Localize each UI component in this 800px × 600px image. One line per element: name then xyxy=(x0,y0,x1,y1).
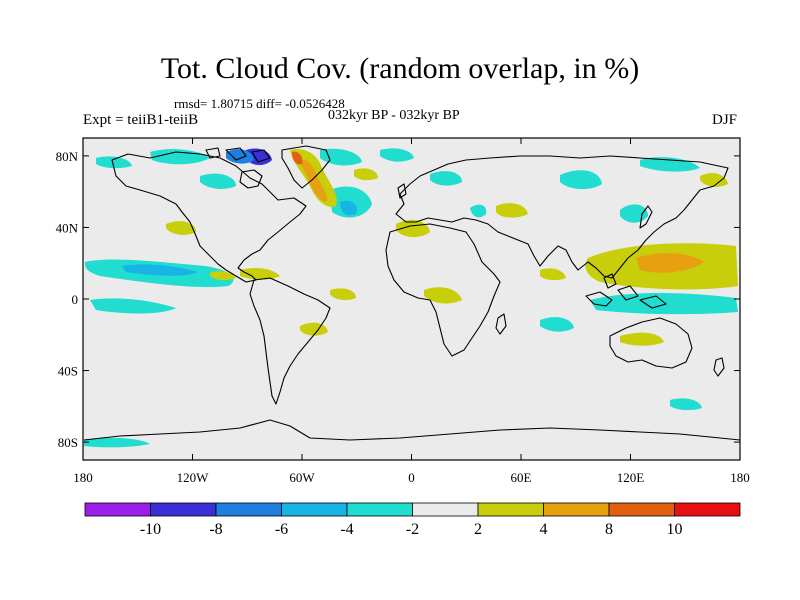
anomaly-field xyxy=(84,148,738,448)
anomaly-region xyxy=(200,173,236,189)
coastline-south-america xyxy=(249,277,331,405)
lat-tick-label: 40N xyxy=(56,220,79,235)
anomaly-region xyxy=(166,221,196,235)
coastline-africa xyxy=(385,223,501,357)
stats-line: rmsd= 1.80715 diff= -0.0526428 xyxy=(174,96,345,111)
anomaly-region xyxy=(670,398,702,411)
anomaly-region xyxy=(150,149,210,165)
colorbar-swatch xyxy=(543,502,610,517)
colorbar: -10 -8 -6 -4 -2 2 4 8 10 xyxy=(84,502,741,538)
lon-tick-label: 120W xyxy=(177,470,210,485)
season-label: DJF xyxy=(712,112,738,128)
lat-tick-label: 0 xyxy=(72,292,79,307)
colorbar-swatch xyxy=(412,502,479,517)
period-label: 032kyr BP - 032kyr BP xyxy=(328,108,460,123)
coastline-indonesia xyxy=(585,273,667,309)
anomaly-region xyxy=(210,271,236,281)
colorbar-swatch xyxy=(150,502,217,517)
coastline-australia xyxy=(609,317,693,369)
coastline-north-america xyxy=(111,151,307,283)
lon-tick-label: 180 xyxy=(73,470,93,485)
anomaly-region xyxy=(540,268,566,281)
lon-tick-label: 180 xyxy=(730,470,750,485)
coastline-uk xyxy=(397,183,407,199)
anomaly-region xyxy=(560,170,602,190)
anomaly-region xyxy=(470,204,487,218)
map-area xyxy=(83,138,740,460)
anomaly-region xyxy=(424,287,462,304)
anomaly-region xyxy=(700,173,728,187)
colorbar-label: -6 xyxy=(275,521,288,538)
colorbar-swatch xyxy=(84,502,151,517)
colorbar-swatch xyxy=(215,502,282,517)
anomaly-region xyxy=(496,203,528,218)
colorbar-label: 10 xyxy=(667,521,683,538)
anomaly-region xyxy=(430,171,462,186)
anomaly-region xyxy=(620,332,664,346)
anomaly-region xyxy=(340,200,357,216)
colorbar-label: 2 xyxy=(474,521,482,538)
coastline-madagascar xyxy=(495,313,507,335)
lon-tick-label: 60E xyxy=(511,470,532,485)
coastlines xyxy=(83,145,740,441)
anomaly-region xyxy=(396,219,430,238)
anomaly-region xyxy=(90,298,176,314)
coastline-hudson-bay xyxy=(239,169,263,189)
colorbar-swatch xyxy=(477,502,544,517)
anomaly-region xyxy=(540,317,574,332)
lon-tick-label: 60W xyxy=(289,470,315,485)
anomaly-region xyxy=(84,437,150,448)
coastline-archipelago xyxy=(205,147,271,163)
anomaly-region xyxy=(320,148,362,166)
longitude-axis: 180 120W 60W 0 60E 120E 180 xyxy=(73,138,750,485)
lat-tick-label: 80N xyxy=(56,149,79,164)
colorbar-swatch xyxy=(346,502,413,517)
lon-tick-label: 0 xyxy=(408,470,415,485)
experiment-label: Expt = teiiB1-teiiB xyxy=(83,112,199,128)
colorbar-swatch xyxy=(674,502,741,517)
colorbar-label: -4 xyxy=(340,521,353,538)
coastline-new-zealand xyxy=(713,357,725,377)
anomaly-region xyxy=(590,293,738,315)
lat-tick-label: 80S xyxy=(58,435,78,450)
anomaly-region xyxy=(292,151,303,165)
anomaly-region xyxy=(226,149,254,164)
plot-title: Tot. Cloud Cov. (random overlap, in %) xyxy=(160,52,640,85)
anomaly-region xyxy=(354,168,378,181)
anomaly-region xyxy=(96,156,132,169)
colorbar-swatch xyxy=(281,502,348,517)
colorbar-label: -2 xyxy=(406,521,419,538)
colorbar-label: -10 xyxy=(140,521,161,538)
colorbar-label: -8 xyxy=(209,521,222,538)
colorbar-swatch xyxy=(608,502,675,517)
lon-tick-label: 120E xyxy=(617,470,645,485)
coastline-antarctica xyxy=(83,419,740,441)
colorbar-label: 4 xyxy=(540,521,548,538)
anomaly-region xyxy=(636,253,704,273)
anomaly-region xyxy=(380,148,414,162)
coastline-greenland xyxy=(281,145,331,189)
coastline-eurasia xyxy=(395,155,729,279)
coastline-japan xyxy=(639,205,653,229)
anomaly-region xyxy=(300,159,328,202)
anomaly-region xyxy=(330,288,356,301)
anomaly-region xyxy=(122,264,198,276)
latitude-axis: 80N 40N 0 40S 80S xyxy=(56,149,740,450)
lat-tick-label: 40S xyxy=(58,364,78,379)
colorbar-label: 8 xyxy=(605,521,613,538)
anomaly-region xyxy=(240,268,280,280)
